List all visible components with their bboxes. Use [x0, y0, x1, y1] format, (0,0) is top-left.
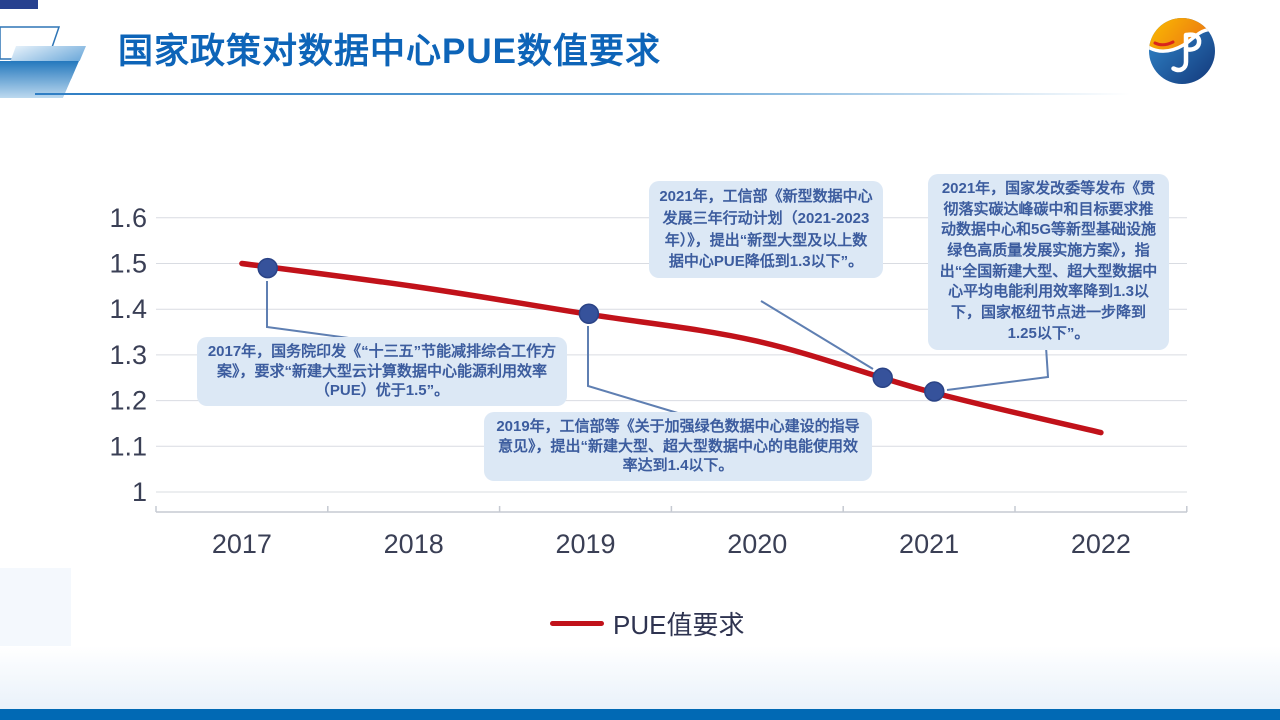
bottom-left-faint-block: [0, 568, 71, 646]
callout-2017-text: 2017年，国务院印发《“十三五”节能减排综合工作方案》，要求“新建大型云计算数…: [207, 343, 557, 399]
logo-red-accent: [1153, 40, 1175, 47]
x-tick-label: 2017: [212, 529, 272, 559]
page-title: 国家政策对数据中心PUE数值要求: [118, 32, 661, 71]
company-logo: [1149, 18, 1215, 84]
callout-2021-miit-policy: 2021年，工信部《新型数据中心发展三年行动计划（2021-2023年）》，提出…: [649, 181, 883, 278]
callout-2017-policy: 2017年，国务院印发《“十三五”节能减排综合工作方案》，要求“新建大型云计算数…: [197, 337, 567, 406]
y-tick-label: 1.2: [109, 386, 147, 416]
logo-letter-stem: [1171, 32, 1189, 73]
bottom-gradient-band: [0, 646, 1280, 710]
header-underline: [35, 93, 1130, 95]
legend-line-swatch: [550, 621, 604, 626]
legend-label: PUE值要求: [613, 610, 745, 640]
y-tick-label: 1.5: [109, 249, 147, 279]
policy-point-marker: [872, 367, 893, 389]
policy-point-marker: [257, 257, 278, 279]
x-axis: [155, 506, 1188, 513]
chart-legend: PUE值要求: [550, 605, 744, 642]
x-tick-label: 2019: [555, 529, 615, 559]
y-tick-label: 1: [132, 477, 147, 507]
callout-2019-policy: 2019年，工信部等《关于加强绿色数据中心建设的指导意见》，提出“新建大型、超大…: [484, 412, 872, 481]
callout-connector-2019: [587, 326, 682, 415]
callout-2021-ndrc-policy: 2021年，国家发改委等发布《贯彻落实碳达峰碳中和目标要求推动数据中心和5G等新…: [928, 174, 1169, 350]
y-tick-label: 1.1: [109, 431, 147, 461]
callout-connector-2021-ndrc: [946, 346, 1050, 391]
policy-point-marker: [578, 303, 600, 325]
y-tick-label: 1.3: [109, 340, 147, 370]
policy-point-marker: [924, 381, 945, 402]
marker-group: [257, 257, 945, 402]
callout-2021-miit-text: 2021年，工信部《新型数据中心发展三年行动计划（2021-2023年）》，提出…: [659, 188, 873, 271]
deco-blue-shape: [0, 61, 79, 98]
corner-decoration: [0, 0, 88, 98]
deco-navy-bar: [0, 0, 38, 9]
bottom-blue-bar: [0, 709, 1280, 720]
logo-letter-bowl: [1183, 32, 1202, 52]
deco-white-sliver: [63, 61, 88, 98]
pue-line: [239, 260, 1104, 436]
x-tick-label: 2022: [1071, 529, 1131, 559]
x-tick-label: 2020: [727, 529, 787, 559]
y-tick-label: 1.6: [109, 203, 147, 233]
y-tick-label: 1.4: [109, 294, 147, 324]
x-tick-label: 2021: [899, 529, 959, 559]
callout-2021-ndrc-text: 2021年，国家发改委等发布《贯彻落实碳达峰碳中和目标要求推动数据中心和5G等新…: [939, 180, 1158, 342]
callout-2019-text: 2019年，工信部等《关于加强绿色数据中心建设的指导意见》，提出“新建大型、超大…: [496, 418, 860, 474]
x-tick-label: 2018: [384, 529, 444, 559]
y-axis-labels: 1 1.1 1.2 1.3 1.4 1.5 1.6: [109, 203, 147, 507]
logo-orange-half: [1149, 18, 1215, 52]
callout-connector-2021-miit: [760, 300, 874, 370]
callout-connector-2017: [266, 281, 372, 342]
x-axis-labels: 2017 2018 2019 2020 2021 2022: [212, 529, 1131, 559]
